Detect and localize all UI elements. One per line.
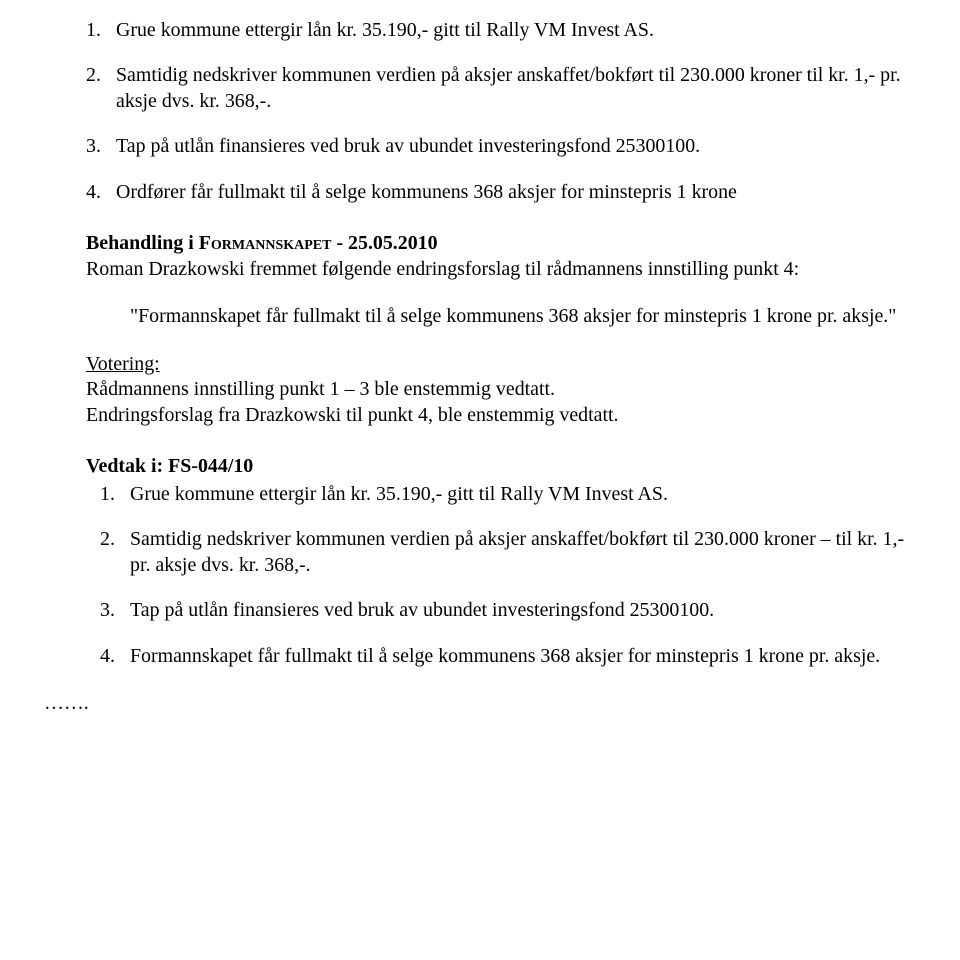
- list-text: Grue kommune ettergir lån kr. 35.190,- g…: [116, 18, 912, 43]
- list-item: 4. Formannskapet får fullmakt til å selg…: [86, 644, 912, 669]
- list-item: 2. Samtidig nedskriver kommunen verdien …: [86, 527, 912, 578]
- list-item: 2. Samtidig nedskriver kommunen verdien …: [86, 63, 912, 114]
- quoted-amendment: "Formannskapet får fullmakt til å selge …: [130, 304, 912, 329]
- list-item: 1. Grue kommune ettergir lån kr. 35.190,…: [86, 482, 912, 507]
- list-number: 3.: [86, 598, 130, 623]
- heading-prefix: Behandling i: [86, 232, 199, 254]
- list-item: 3. Tap på utlån finansieres ved bruk av …: [86, 598, 912, 623]
- list-text: Ordfører får fullmakt til å selge kommun…: [116, 180, 912, 205]
- list-text: Formannskapet får fullmakt til å selge k…: [130, 644, 912, 669]
- list-item: 3. Tap på utlån finansieres ved bruk av …: [86, 134, 912, 159]
- list-number: 2.: [86, 63, 116, 114]
- paragraph: Roman Drazkowski fremmet følgende endrin…: [86, 257, 912, 282]
- list-text: Tap på utlån finansieres ved bruk av ubu…: [130, 598, 912, 623]
- list-number: 2.: [86, 527, 130, 578]
- votering-line: Rådmannens innstilling punkt 1 – 3 ble e…: [86, 377, 912, 402]
- list-text: Samtidig nedskriver kommunen verdien på …: [130, 527, 912, 578]
- votering-line: Endringsforslag fra Drazkowski til punkt…: [86, 403, 912, 428]
- list-number: 4.: [86, 644, 130, 669]
- votering-label: Votering:: [86, 353, 160, 375]
- vedtak-title: Vedtak i: FS-044/10: [86, 454, 912, 479]
- numbered-list-2: 1. Grue kommune ettergir lån kr. 35.190,…: [86, 482, 912, 669]
- numbered-list-1: 1. Grue kommune ettergir lån kr. 35.190,…: [86, 18, 912, 205]
- list-item: 1. Grue kommune ettergir lån kr. 35.190,…: [86, 18, 912, 43]
- list-text: Samtidig nedskriver kommunen verdien på …: [116, 63, 912, 114]
- vedtak-section: Vedtak i: FS-044/10 1. Grue kommune ette…: [86, 454, 912, 669]
- ellipsis-dots: …….: [44, 691, 912, 716]
- heading-suffix: - 25.05.2010: [331, 232, 437, 254]
- list-item: 4. Ordfører får fullmakt til å selge kom…: [86, 180, 912, 205]
- section-heading: Behandling i Formannskapet - 25.05.2010: [86, 231, 912, 256]
- list-text: Grue kommune ettergir lån kr. 35.190,- g…: [130, 482, 912, 507]
- list-number: 1.: [86, 18, 116, 43]
- list-number: 3.: [86, 134, 116, 159]
- document-page: 1. Grue kommune ettergir lån kr. 35.190,…: [0, 0, 960, 740]
- votering-block: Votering: Rådmannens innstilling punkt 1…: [86, 352, 912, 428]
- list-number: 1.: [86, 482, 130, 507]
- list-number: 4.: [86, 180, 116, 205]
- list-text: Tap på utlån finansieres ved bruk av ubu…: [116, 134, 912, 159]
- heading-caps: Formannskapet: [199, 232, 332, 254]
